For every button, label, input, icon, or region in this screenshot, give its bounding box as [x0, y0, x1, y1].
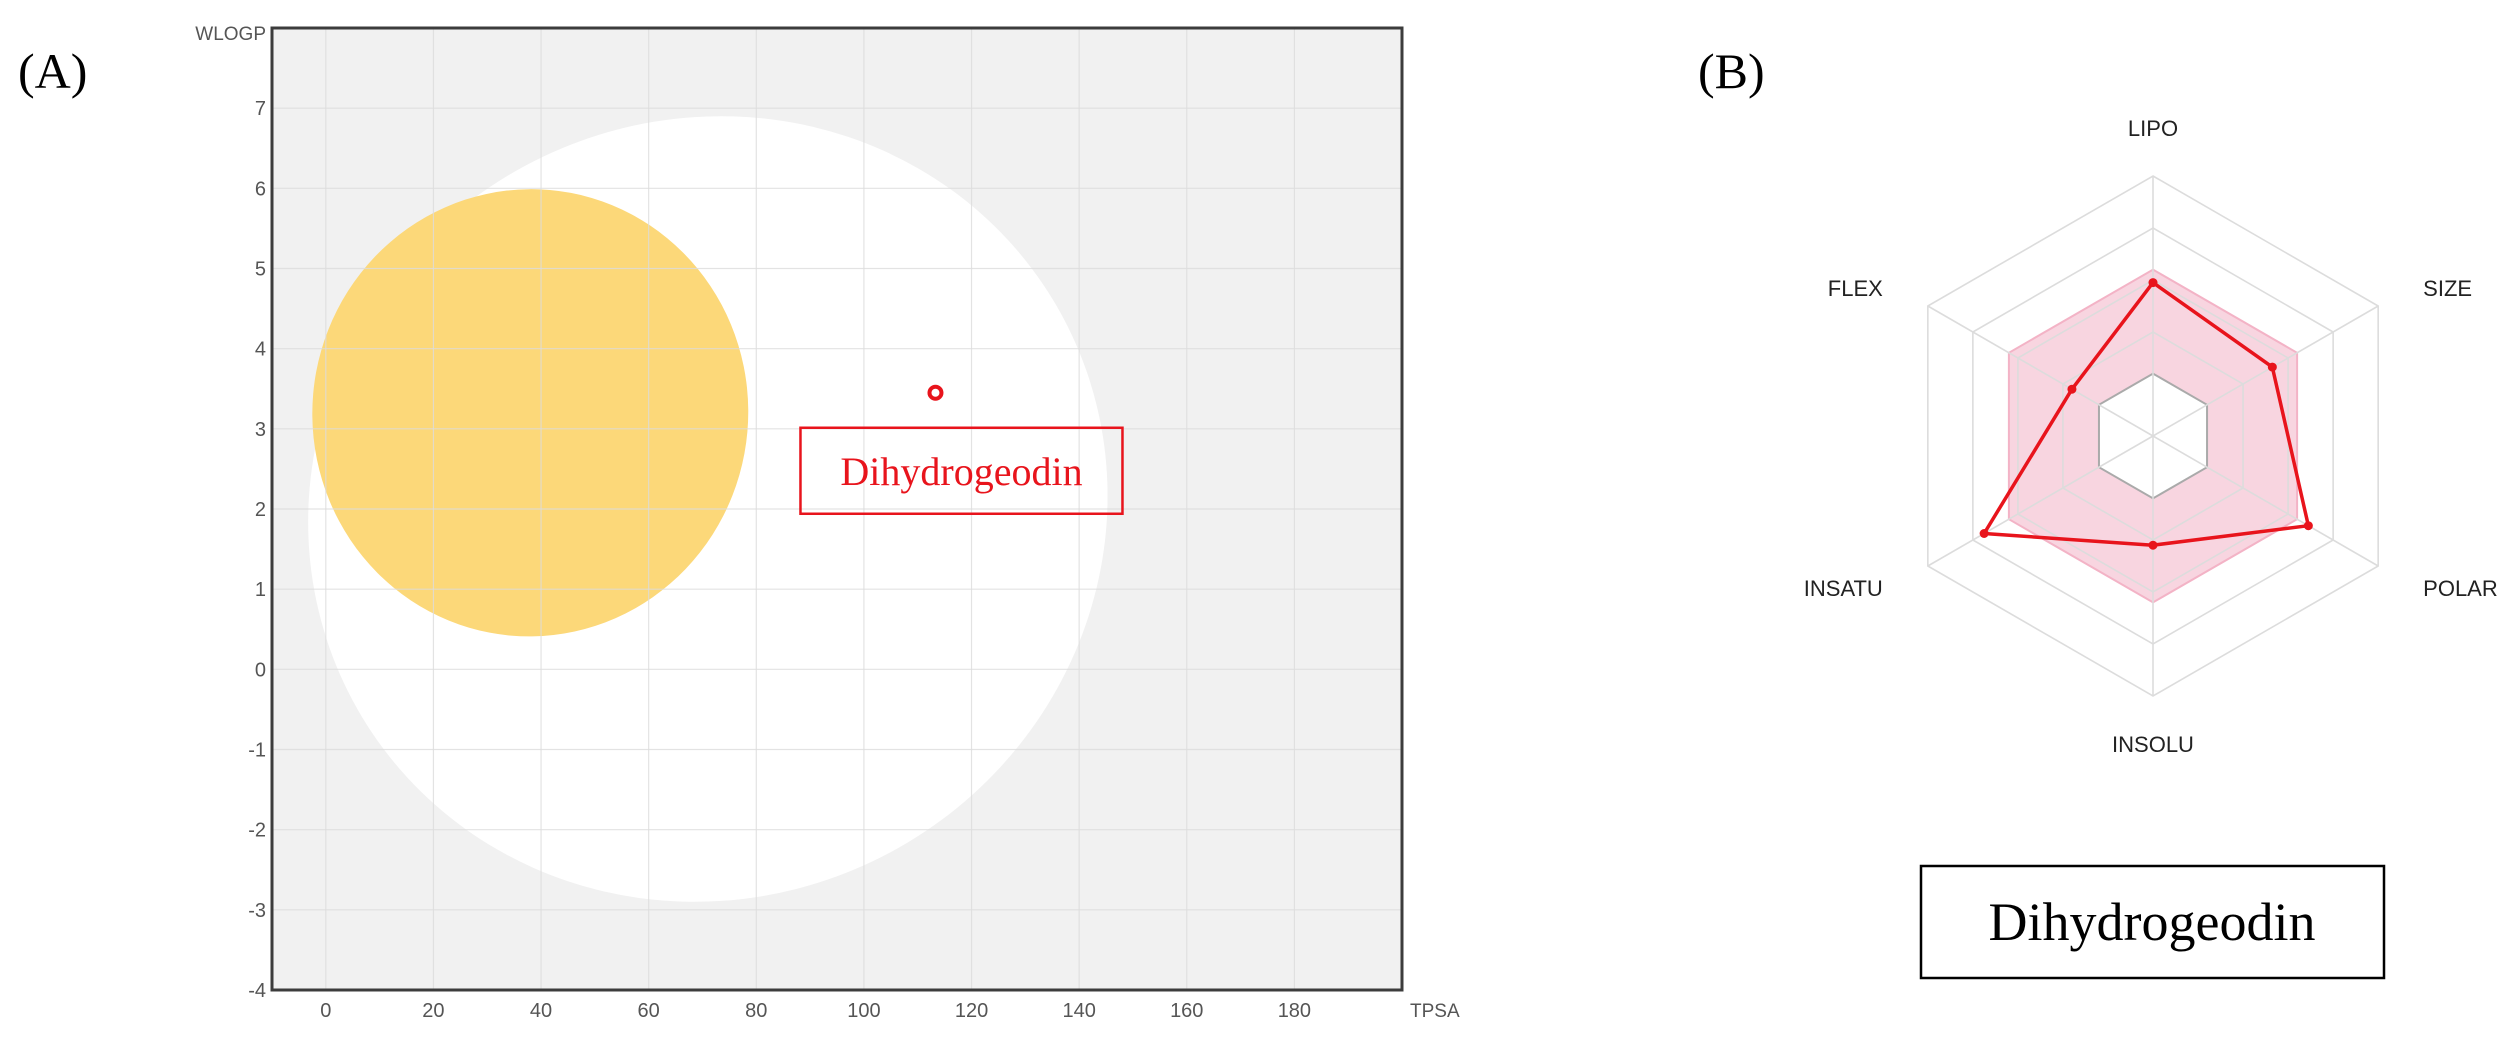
y-tick-label: 1 — [255, 579, 266, 601]
y-tick-label: 2 — [255, 499, 266, 521]
radar-point-polar — [2303, 521, 2313, 531]
molecule-name: Dihydrogeodin — [1989, 892, 2316, 952]
y-tick-label: -3 — [248, 900, 266, 922]
plot-frame — [270, 26, 1404, 992]
radar-axis-label-size: SIZE — [2423, 276, 2472, 301]
x-tick-label: 180 — [1278, 1000, 1311, 1022]
y-tick-label: -1 — [248, 740, 266, 762]
radar-axis-label-flex: FLEX — [1828, 276, 1883, 301]
molecule-label-box — [799, 426, 1124, 516]
y-tick-label: -4 — [248, 980, 266, 1002]
radar-point-insolu — [2148, 540, 2158, 550]
radar-spoke-flex — [1927, 305, 2154, 437]
x-tick-label: 80 — [745, 1000, 767, 1022]
molecule-points — [927, 384, 944, 401]
radar-axis-label-insolu: INSOLU — [2112, 732, 2194, 757]
radar-axis-label-polar: POLAR — [2423, 576, 2498, 601]
molecule-profile-points — [1979, 278, 2313, 550]
radar-spoke-polar — [2152, 435, 2379, 567]
bioavailability-radar-chart: LIPO SIZE POLAR INSOLU INSATU FLEX Dihydrogeo… — [1804, 116, 2498, 980]
panel-b-letter: (B) — [1698, 43, 1765, 99]
radar-axis-label-insatu: INSATU — [1804, 576, 1883, 601]
molecule-point — [927, 384, 944, 401]
y-axis-label: WLOGP — [195, 24, 266, 45]
radar-point-size — [2267, 362, 2277, 372]
radar-axis-labels: LIPO SIZE POLAR INSOLU INSATU FLEX — [1804, 116, 2498, 757]
y-axis-tick-labels: -4 -3 -2 -1 0 1 2 3 4 5 6 7 — [248, 98, 266, 1002]
x-axis-tick-labels: 0 20 40 60 80 100 120 140 160 180 — [320, 1000, 1311, 1022]
radar-spoke-size — [2152, 305, 2379, 437]
radar-point-flex — [2067, 384, 2077, 394]
molecule-name-box — [1919, 864, 2386, 980]
x-tick-label: 20 — [422, 1000, 444, 1022]
x-tick-label: 120 — [955, 1000, 988, 1022]
radar-point-insatu — [1979, 529, 1989, 538]
radar-axis-label-lipo: LIPO — [2128, 116, 2178, 141]
egg-yolk-region — [312, 189, 749, 637]
radar-spokes — [1927, 176, 2379, 696]
x-tick-label: 100 — [847, 1000, 880, 1022]
x-tick-label: 60 — [638, 1000, 660, 1022]
y-tick-label: 0 — [255, 659, 266, 681]
panel-a-letter: (A) — [18, 43, 87, 99]
x-tick-label: 140 — [1062, 1000, 1095, 1022]
x-tick-label: 40 — [530, 1000, 552, 1022]
y-tick-label: 5 — [255, 259, 266, 281]
x-tick-label: 160 — [1170, 1000, 1203, 1022]
y-tick-label: 4 — [255, 339, 266, 361]
grid-lines — [272, 28, 1402, 991]
boiled-egg-chart: 0 20 40 60 80 100 120 140 160 180 -4 -3 -2 -1 0 1 2 3 4 5 6… — [195, 24, 1460, 1022]
y-tick-label: 3 — [255, 419, 266, 441]
molecule-label: Dihydrogeodin — [840, 449, 1082, 494]
radar-spoke-insatu — [1927, 435, 2154, 567]
y-tick-label: -2 — [248, 820, 266, 842]
y-tick-label: 7 — [255, 98, 266, 120]
radar-point-lipo — [2148, 278, 2158, 288]
x-axis-label: TPSA — [1410, 1001, 1460, 1022]
y-tick-label: 6 — [255, 178, 266, 200]
x-tick-label: 0 — [320, 1000, 331, 1022]
